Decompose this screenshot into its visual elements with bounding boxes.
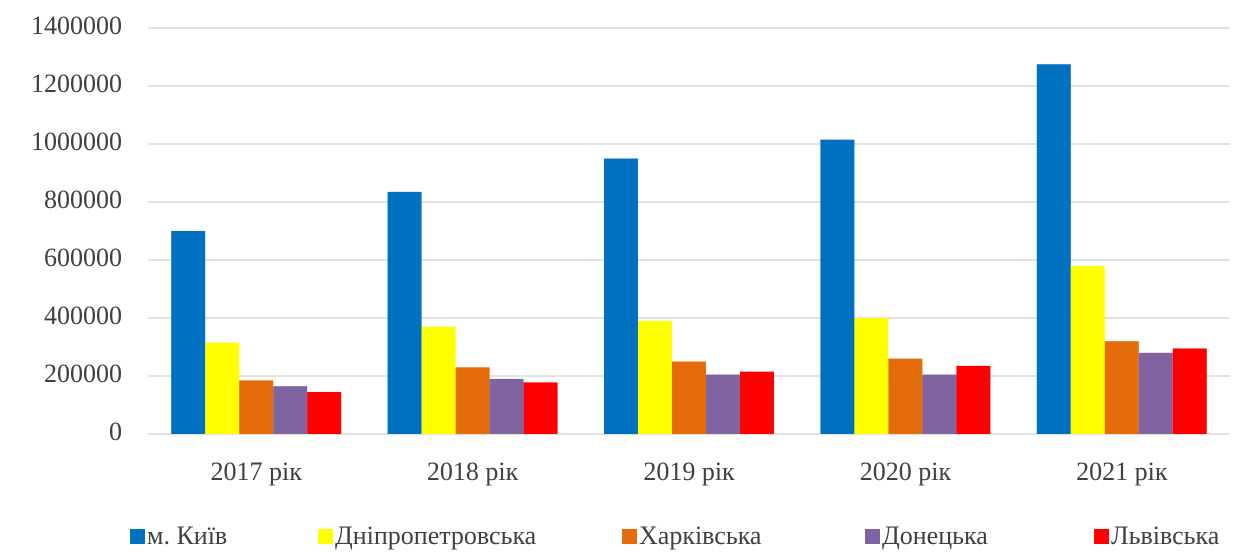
legend-label: Донецька bbox=[882, 521, 988, 550]
bar bbox=[239, 380, 274, 434]
bar bbox=[489, 378, 524, 434]
y-tick-label: 1000000 bbox=[31, 127, 122, 156]
legend-label: Харківська bbox=[639, 521, 762, 550]
bar bbox=[273, 386, 308, 434]
bar bbox=[604, 158, 638, 434]
bar bbox=[307, 391, 342, 434]
bar bbox=[922, 374, 957, 434]
x-tick-label: 2019 рік bbox=[643, 457, 735, 486]
bar bbox=[740, 371, 774, 434]
bar bbox=[171, 231, 206, 434]
bar bbox=[1104, 341, 1139, 434]
y-tick-label: 800000 bbox=[44, 185, 122, 214]
y-tick-label: 0 bbox=[109, 417, 122, 446]
bar bbox=[421, 326, 456, 434]
y-tick-label: 1200000 bbox=[31, 69, 122, 98]
bar bbox=[1036, 64, 1071, 434]
bar bbox=[672, 361, 706, 434]
legend-label: Львівська bbox=[1111, 521, 1220, 550]
bar bbox=[638, 320, 672, 434]
bar bbox=[523, 382, 558, 434]
y-tick-label: 200000 bbox=[44, 359, 122, 388]
bar bbox=[706, 374, 740, 434]
bar bbox=[854, 318, 889, 434]
x-tick-label: 2018 рік bbox=[427, 457, 519, 486]
bar bbox=[387, 191, 422, 434]
legend-label: Дніпропетровська bbox=[335, 521, 537, 550]
bar bbox=[888, 358, 923, 434]
x-tick-label: 2020 рік bbox=[860, 457, 952, 486]
legend-swatch bbox=[318, 529, 333, 544]
y-tick-label: 1400000 bbox=[31, 11, 122, 40]
legend-swatch bbox=[1094, 529, 1109, 544]
legend-label: м. Київ bbox=[147, 521, 227, 550]
y-tick-label: 600000 bbox=[44, 243, 122, 272]
bar bbox=[1172, 348, 1207, 434]
bar bbox=[455, 367, 490, 434]
bar bbox=[1070, 265, 1105, 434]
x-tick-label: 2021 рік bbox=[1076, 457, 1168, 486]
bar bbox=[956, 365, 991, 434]
legend-swatch bbox=[622, 529, 637, 544]
bar bbox=[820, 139, 855, 434]
y-tick-label: 400000 bbox=[44, 301, 122, 330]
bar bbox=[205, 342, 240, 434]
bar bbox=[1138, 352, 1173, 434]
legend-swatch bbox=[130, 529, 145, 544]
legend-swatch bbox=[865, 529, 880, 544]
x-tick-label: 2017 рік bbox=[211, 457, 303, 486]
